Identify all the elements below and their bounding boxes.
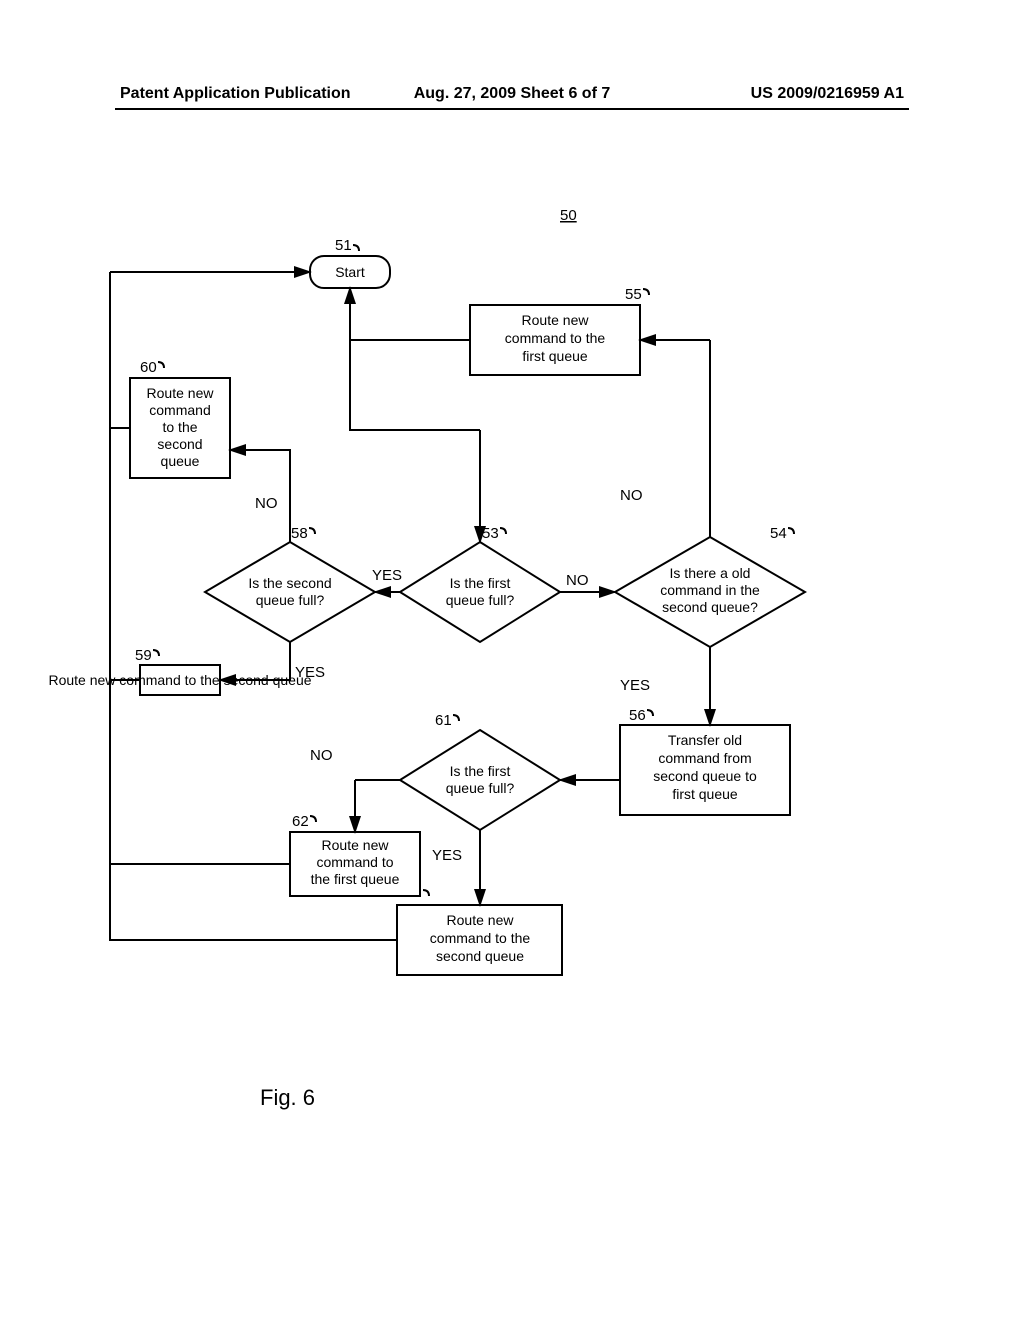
node-62-l2: command to the	[430, 930, 531, 946]
ref-55: 55	[625, 286, 642, 303]
node-60-l2: queue full?	[446, 780, 515, 796]
edge-60-61-label: NO	[310, 747, 333, 764]
edge-60-62-label: YES	[432, 847, 462, 864]
ref-55-hook	[643, 289, 649, 295]
header-right: US 2009/0216959 A1	[643, 85, 904, 103]
node-55-l2: command to the	[505, 330, 606, 346]
node-57-l1: Is the second	[248, 575, 331, 591]
ref-57-hook	[309, 528, 315, 534]
ref-54-hook	[788, 528, 794, 534]
node-56-l2: command from	[658, 750, 751, 766]
ref-61: 62	[292, 813, 309, 830]
edge-start-horiz	[350, 288, 480, 430]
node-55-l1: Route new	[522, 312, 590, 328]
edge-53-57-label: YES	[372, 567, 402, 584]
node-59-l2: command	[149, 402, 210, 418]
node-56-l4: first queue	[672, 786, 738, 802]
node-59-l1: Route new	[147, 385, 215, 401]
node-start-label: Start	[335, 264, 365, 280]
page-header: Patent Application Publication Aug. 27, …	[120, 85, 904, 103]
ref-57: 58	[291, 525, 308, 542]
header-mid: Aug. 27, 2009 Sheet 6 of 7	[381, 85, 642, 103]
node-61-l2: command to	[316, 854, 393, 870]
node-57-l2: queue full?	[256, 592, 325, 608]
header-left: Patent Application Publication	[120, 85, 381, 103]
figure-caption: Fig. 6	[260, 1085, 315, 1111]
edge-53-54-label: NO	[566, 572, 589, 589]
node-56-l3: second queue to	[653, 768, 757, 784]
node-59-l3: to the	[162, 419, 197, 435]
ref-62-hook	[423, 890, 429, 896]
node-54-l3: second queue?	[662, 599, 758, 615]
ref-51: 51	[335, 237, 352, 254]
edge-61-loop	[110, 680, 290, 864]
node-54-l1: Is there a old	[670, 565, 751, 581]
figure-ref-50: 50	[560, 207, 577, 224]
ref-51-hook	[353, 245, 359, 251]
ref-59-hook	[158, 362, 164, 368]
page: Patent Application Publication Aug. 27, …	[0, 0, 1024, 1320]
ref-54: 54	[770, 525, 787, 542]
edge-54-55-label: NO	[620, 487, 643, 504]
ref-61-hook	[310, 816, 316, 822]
header-rule	[115, 108, 909, 110]
ref-53-hook	[500, 528, 506, 534]
edge-54-56-label: YES	[620, 677, 650, 694]
node-61-l1: Route new	[322, 837, 390, 853]
ref-58-hook	[153, 650, 159, 656]
node-62-l3: second queue	[436, 948, 524, 964]
edge-59-loop-up	[110, 272, 130, 428]
node-62-l1: Route new	[447, 912, 515, 928]
node-53-l2: queue full?	[446, 592, 515, 608]
ref-56: 56	[629, 707, 646, 724]
flowchart-svg: 50 Start 51 Route new command to the fir…	[0, 150, 1024, 1150]
node-61-l3: the first queue	[311, 871, 400, 887]
node-60-l1: Is the first	[450, 763, 511, 779]
ref-53: 53	[482, 525, 499, 542]
ref-56-hook	[647, 710, 653, 716]
edge-57-59-label: NO	[255, 495, 278, 512]
ref-58: 59	[135, 647, 152, 664]
node-59-l4: second	[157, 436, 202, 452]
node-54-l2: command in the	[660, 582, 760, 598]
ref-60: 61	[435, 712, 452, 729]
ref-59: 60	[140, 359, 157, 376]
edge-55-to-start	[350, 288, 470, 340]
node-56-l1: Transfer old	[668, 732, 742, 748]
ref-60-hook	[453, 715, 459, 721]
node-55-l3: first queue	[522, 348, 588, 364]
node-53-l1: Is the first	[450, 575, 511, 591]
node-59-l5: queue	[161, 453, 200, 469]
edge-57-58-label: YES	[295, 664, 325, 681]
